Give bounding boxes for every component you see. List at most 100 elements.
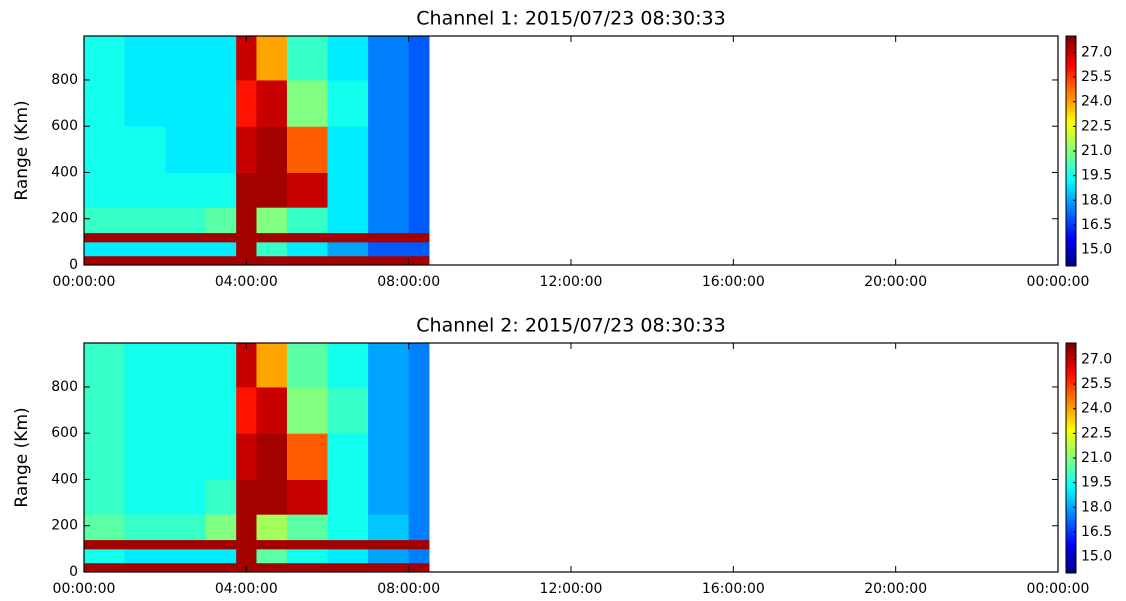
heatmap-cell: [84, 79, 126, 127]
colorbar-swatch: [1066, 400, 1076, 405]
colorbar-swatch: [1066, 111, 1076, 116]
chart-title: Channel 2: 2015/07/23 08:30:33: [416, 315, 725, 337]
colorbar-swatch: [1066, 458, 1076, 463]
colorbar-swatch: [1066, 368, 1076, 373]
heatmap-cell: [408, 126, 430, 173]
heatmap-cell: [165, 386, 207, 434]
heatmap-cell: [408, 539, 430, 550]
colorbar-swatch: [1066, 382, 1076, 387]
colorbar-swatch: [1066, 501, 1076, 506]
colorbar-swatch: [1066, 497, 1076, 502]
heatmap-cell: [408, 343, 430, 388]
heatmap-cell: [205, 539, 237, 550]
x-tick-label: 04:00:00: [215, 274, 278, 290]
x-tick-label: 08:00:00: [377, 581, 440, 597]
colorbar-swatch: [1066, 375, 1076, 380]
heatmap-cell: [205, 514, 237, 541]
colorbar-swatch: [1066, 353, 1076, 358]
heatmap-cell: [256, 562, 288, 573]
colorbar-swatch: [1066, 89, 1076, 94]
heatmap-cell: [165, 79, 207, 127]
heatmap-cell: [327, 232, 369, 243]
colorbar-swatch: [1066, 440, 1076, 445]
colorbar-tick-label: 16.5: [1081, 217, 1112, 233]
heatmap-cell: [408, 514, 430, 541]
heatmap-cell: [368, 232, 410, 243]
heatmap-cell: [124, 241, 166, 257]
colorbar-swatch: [1066, 233, 1076, 238]
heatmap-cell: [84, 172, 126, 208]
heatmap-cell: [327, 386, 369, 434]
y-tick-label: 200: [51, 211, 78, 227]
colorbar-swatch: [1066, 425, 1076, 430]
colorbar-swatch: [1066, 551, 1076, 556]
colorbar-swatch: [1066, 483, 1076, 488]
heatmap-cell: [368, 241, 410, 257]
colorbar-swatch: [1066, 486, 1076, 491]
colorbar-swatch: [1066, 197, 1076, 202]
heatmap-cell: [286, 539, 328, 550]
colorbar-swatch: [1066, 255, 1076, 260]
colorbar-swatch: [1066, 208, 1076, 213]
colorbar-swatch: [1066, 422, 1076, 427]
heatmap-cell: [256, 479, 288, 515]
heatmap-cell: [327, 172, 369, 208]
heatmap-cell: [165, 241, 207, 257]
colorbar-swatch: [1066, 75, 1076, 80]
colorbar-swatch: [1066, 64, 1076, 69]
heatmap-cell: [165, 232, 207, 243]
heatmap-cell: [84, 255, 126, 266]
colorbar-swatch: [1066, 183, 1076, 188]
heatmap-cell: [327, 126, 369, 173]
heatmap-cell: [84, 36, 126, 81]
colorbar-swatch: [1066, 201, 1076, 206]
heatmap-cell: [368, 433, 410, 480]
heatmap-cell: [286, 562, 328, 573]
heatmap-cell: [205, 343, 237, 388]
heatmap-cell: [165, 514, 207, 541]
colorbar-swatch: [1066, 472, 1076, 477]
colorbar-swatch: [1066, 240, 1076, 245]
heatmap-cell: [124, 539, 166, 550]
heatmap-cell: [256, 36, 288, 81]
heatmap-cell: [205, 433, 237, 480]
colorbar-swatch: [1066, 529, 1076, 534]
heatmap-cell: [256, 433, 288, 480]
heatmap-cell: [368, 514, 410, 541]
x-tick-label: 16:00:00: [702, 274, 765, 290]
heatmap-cell: [408, 172, 430, 208]
heatmap-cell: [327, 36, 369, 81]
colorbar-swatch: [1066, 343, 1076, 348]
colorbar-swatch: [1066, 493, 1076, 499]
heatmap-cell: [256, 126, 288, 173]
heatmap-cell: [256, 241, 288, 257]
colorbar-swatch: [1066, 36, 1076, 41]
colorbar-tick-label: 22.5: [1081, 425, 1112, 441]
chart-title: Channel 1: 2015/07/23 08:30:33: [416, 8, 725, 30]
heatmap-cell: [286, 386, 328, 434]
heatmap-cell: [368, 479, 410, 515]
heatmap-cell: [124, 126, 166, 173]
heatmap-cell: [205, 36, 237, 81]
colorbar-swatch: [1066, 79, 1076, 84]
heatmap-cell: [165, 433, 207, 480]
colorbar-swatch: [1066, 53, 1076, 59]
x-tick-label: 20:00:00: [864, 581, 927, 597]
colorbar-swatch: [1066, 46, 1076, 51]
colorbar-swatch: [1066, 414, 1076, 419]
colorbar-swatch: [1066, 125, 1076, 130]
heatmap-cell: [408, 548, 430, 564]
heatmap-cell: [165, 539, 207, 550]
heatmap-cell: [84, 207, 126, 234]
colorbar-tick-label: 16.5: [1081, 524, 1112, 540]
colorbar-swatch: [1066, 475, 1076, 481]
colorbar-tick-label: 24.0: [1081, 401, 1112, 417]
colorbar-swatch: [1066, 115, 1076, 120]
colorbar-swatch: [1066, 118, 1076, 123]
heatmap-cell: [205, 207, 237, 234]
heatmap-cell: [84, 433, 126, 480]
colorbar-swatch: [1066, 346, 1076, 351]
colorbar-swatch: [1066, 562, 1076, 567]
colorbar-tick-label: 15.0: [1081, 242, 1112, 258]
heatmap-cell: [286, 172, 328, 208]
